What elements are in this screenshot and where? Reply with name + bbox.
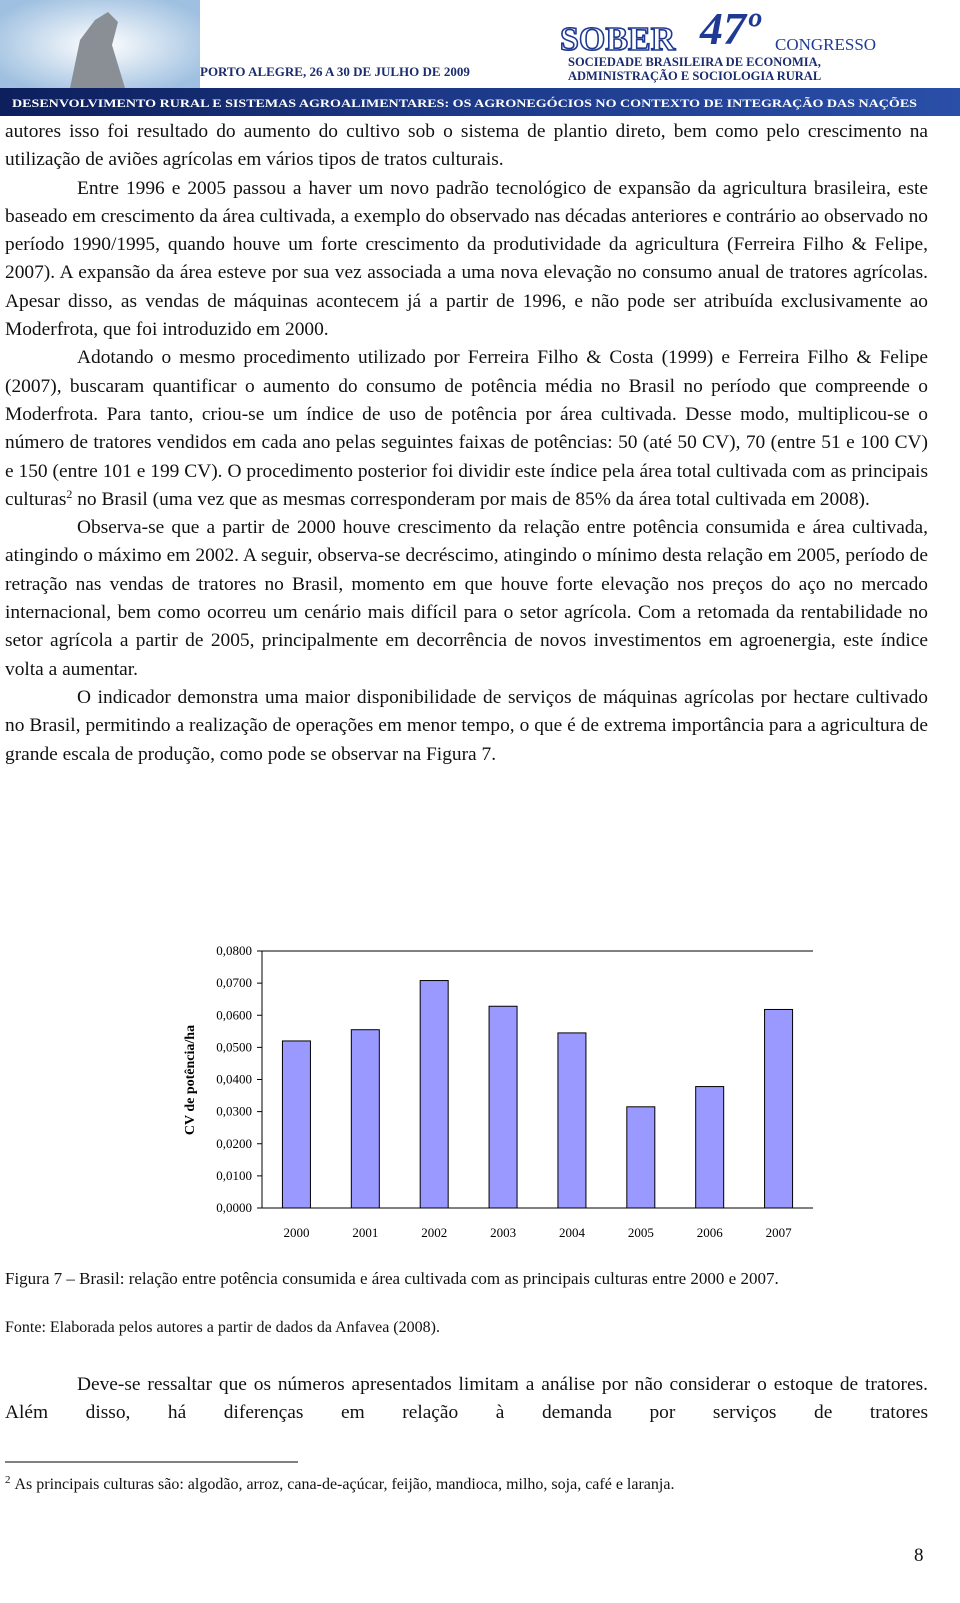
bar xyxy=(281,1040,311,1209)
y-tick-label: 0,0400 xyxy=(216,1072,252,1087)
y-tick-label: 0,0500 xyxy=(216,1039,252,1054)
congress-theme: DESENVOLVIMENTO RURAL E SISTEMAS AGROALI… xyxy=(12,96,917,110)
y-tick-label: 0,0200 xyxy=(216,1136,252,1151)
theme-strip xyxy=(0,88,960,116)
body-text: autores isso foi resultado do aumento do… xyxy=(5,118,928,769)
edition: 47º xyxy=(699,3,762,54)
x-tick-label: 2004 xyxy=(559,1225,586,1240)
bar xyxy=(764,1008,794,1209)
x-tick-label: 2005 xyxy=(628,1225,654,1240)
x-tick-label: 2000 xyxy=(283,1225,309,1240)
figure-caption: Figura 7 – Brasil: relação entre potênci… xyxy=(5,1269,779,1288)
paragraph: Entre 1996 e 2005 passou a haver um novo… xyxy=(5,177,928,341)
footnote-marker: 2 xyxy=(5,1474,11,1486)
bar xyxy=(557,1032,587,1209)
bar xyxy=(419,980,449,1209)
x-tick-label: 2002 xyxy=(421,1225,447,1240)
text-run: no Brasil (uma vez que as mesmas corresp… xyxy=(72,488,870,510)
statue-logo xyxy=(70,12,125,88)
paragraph: autores isso foi resultado do aumento do… xyxy=(5,121,928,171)
paragraph: Deve-se ressaltar que os números apresen… xyxy=(5,1374,928,1424)
y-tick-label: 0,0000 xyxy=(216,1200,252,1215)
place-date: PORTO ALEGRE, 26 A 30 DE JULHO DE 2009 xyxy=(200,64,470,79)
x-tick-label: 2007 xyxy=(766,1225,793,1240)
y-tick-label: 0,0100 xyxy=(216,1168,252,1183)
footnote-text: As principais culturas são: algodão, arr… xyxy=(14,1476,675,1493)
bar xyxy=(695,1086,725,1209)
bar xyxy=(488,1005,518,1209)
page-number: 8 xyxy=(914,1545,924,1566)
org-name: SOBER xyxy=(560,21,676,58)
footnote-ref: 2 xyxy=(66,486,73,501)
y-tick-label: 0,0600 xyxy=(216,1007,252,1022)
x-tick-label: 2006 xyxy=(697,1225,724,1240)
chart: CV de potência/ha 0,0000 0,0100 0,0200 0,03… xyxy=(183,943,813,1240)
paragraph: Adotando o mesmo procedimento utilizado … xyxy=(5,344,928,514)
society-line: ADMINISTRAÇÃO E SOCIOLOGIA RURAL xyxy=(568,69,821,83)
paragraph: O indicador demonstra uma maior disponib… xyxy=(5,686,928,765)
bar xyxy=(350,1029,380,1209)
footnote: 2 As principais culturas são: algodão, ar… xyxy=(5,1474,675,1494)
event: CONGRESSO xyxy=(775,35,876,54)
header-banner: PORTO ALEGRE, 26 A 30 DE JULHO DE 2009 S… xyxy=(0,0,960,116)
y-tick-label: 0,0300 xyxy=(216,1104,252,1119)
bar xyxy=(626,1106,656,1209)
x-tick-label: 2001 xyxy=(352,1225,378,1240)
paragraph: Observa-se que a partir de 2000 houve cr… xyxy=(5,517,928,680)
society-line: SOCIEDADE BRASILEIRA DE ECONOMIA, xyxy=(568,55,821,69)
figure-source: Fonte: Elaborada pelos autores a partir … xyxy=(5,1319,440,1336)
x-tick-label: 2003 xyxy=(490,1225,516,1240)
y-tick-label: 0,0800 xyxy=(216,943,252,958)
y-tick-label: 0,0700 xyxy=(216,975,252,990)
y-axis-label: CV de potência/ha xyxy=(183,1025,198,1135)
text-run: Adotando o mesmo procedimento utilizado … xyxy=(5,347,928,510)
